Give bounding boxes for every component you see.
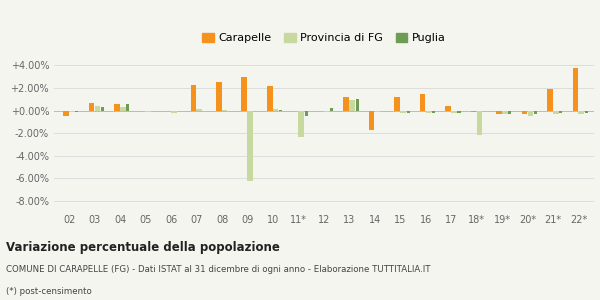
Bar [349,100,355,110]
Text: COMUNE DI CARAPELLE (FG) - Dati ISTAT al 31 dicembre di ogni anno - Elaborazione: COMUNE DI CARAPELLE (FG) - Dati ISTAT al… [6,266,431,274]
Bar [191,85,196,110]
Bar [145,110,151,112]
Bar [305,110,308,116]
Bar [369,110,374,130]
Bar [267,86,272,110]
Bar [578,110,584,114]
Bar [324,110,329,112]
Bar [445,106,451,110]
Bar [527,110,533,116]
Bar [298,110,304,136]
Bar [425,110,431,113]
Bar [356,99,359,110]
Bar [432,110,435,113]
Bar [241,76,247,110]
Bar [547,89,553,110]
Text: (*) post-censimento: (*) post-censimento [6,286,92,296]
Bar [471,110,476,112]
Bar [496,110,502,114]
Bar [521,110,527,114]
Bar [457,110,461,113]
Bar [585,110,588,113]
Bar [101,106,104,110]
Bar [394,97,400,110]
Text: Variazione percentuale della popolazione: Variazione percentuale della popolazione [6,242,280,254]
Bar [171,110,176,113]
Bar [76,110,79,112]
Bar [63,110,69,116]
Bar [374,110,380,112]
Bar [572,68,578,110]
Bar [534,110,537,115]
Bar [216,82,221,110]
Bar [120,106,125,110]
Bar [89,103,94,110]
Bar [69,110,74,112]
Bar [451,110,457,113]
Bar [330,108,333,110]
Bar [407,110,410,113]
Bar [502,110,508,114]
Bar [343,97,349,110]
Bar [95,106,100,110]
Bar [247,110,253,181]
Bar [420,94,425,110]
Bar [508,110,511,115]
Bar [559,110,562,113]
Bar [553,110,559,114]
Bar [476,110,482,135]
Bar [127,104,130,110]
Bar [114,104,120,110]
Bar [400,110,406,113]
Legend: Carapelle, Provincia di FG, Puglia: Carapelle, Provincia di FG, Puglia [198,28,450,48]
